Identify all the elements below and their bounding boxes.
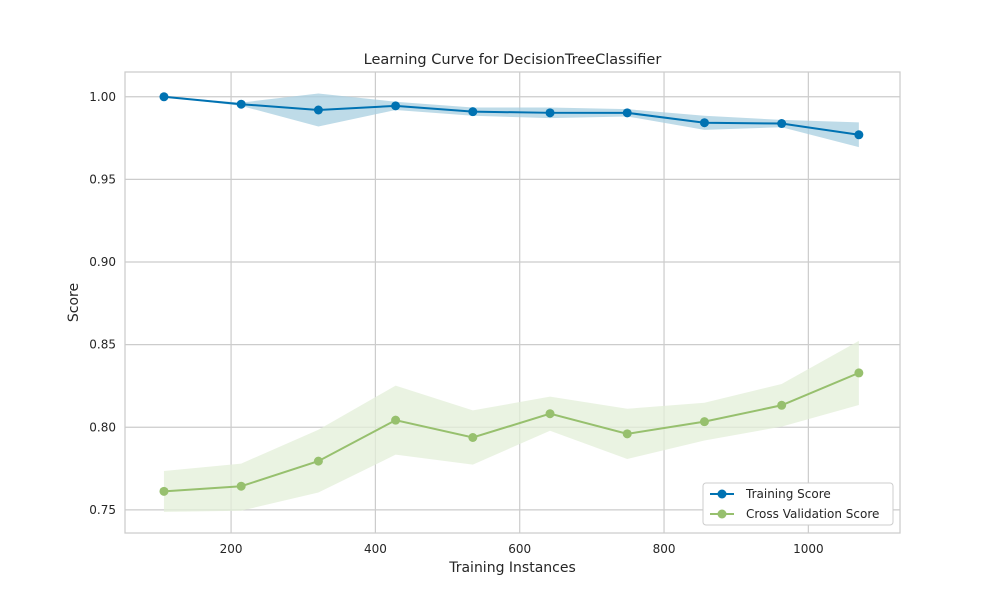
training-score-point [159, 92, 169, 102]
x-tick-label: 400 [364, 542, 387, 556]
plot-frame [124, 71, 901, 534]
y-tick-label: 0.95 [89, 172, 116, 186]
legend-cross-validation-score-marker [717, 509, 727, 519]
legend: Training Score Cross Validation Score [702, 482, 894, 526]
training-score-line [163, 95, 860, 136]
training-score-point [622, 108, 632, 118]
cross-validation-score-point [545, 409, 555, 419]
training-score-point [777, 119, 787, 129]
y-tick-label: 0.75 [89, 503, 116, 517]
training-score-point [854, 130, 864, 140]
x-tick-labels: 200 400 600 800 1000 [220, 542, 824, 556]
y-tick-labels: 0.75 0.80 0.85 0.90 0.95 1.00 [89, 90, 116, 517]
x-tick-label: 600 [508, 542, 531, 556]
series-points [159, 92, 864, 496]
cross-validation-score-point [468, 432, 478, 442]
confidence-bands [163, 93, 859, 512]
training-score-band [163, 93, 859, 148]
training-score-point [391, 101, 401, 111]
cross-validation-score-point [622, 429, 632, 439]
x-tick-label: 200 [220, 542, 243, 556]
training-score-point [236, 99, 246, 109]
cross-validation-score-point [236, 481, 246, 491]
y-tick-label: 1.00 [89, 90, 116, 104]
legend-training-score-marker [717, 489, 727, 499]
cross-validation-score-point [777, 400, 787, 410]
cross-validation-score-point [313, 456, 323, 466]
series-lines [163, 95, 860, 493]
training-score-point [699, 118, 709, 128]
grid-lines [125, 72, 900, 533]
training-score-point [545, 108, 555, 118]
training-score-point [313, 105, 323, 115]
y-tick-label: 0.80 [89, 420, 116, 434]
cross-validation-score-point [854, 368, 864, 378]
y-tick-label: 0.90 [89, 255, 116, 269]
y-axis-title: Score [66, 283, 82, 322]
x-axis-title: Training Instances [448, 560, 576, 576]
cross-validation-score-point [159, 486, 169, 496]
cross-validation-score-line [163, 371, 860, 493]
legend-training-score-label: Training Score [745, 487, 831, 501]
y-tick-label: 0.85 [89, 338, 116, 352]
x-tick-label: 1000 [793, 542, 824, 556]
chart-title: Learning Curve for DecisionTreeClassifie… [364, 52, 662, 68]
training-score-point [468, 107, 478, 117]
legend-box [702, 482, 894, 526]
cross-validation-score-point [391, 415, 401, 425]
cross-validation-score-point [699, 417, 709, 427]
legend-cross-validation-score-label: Cross Validation Score [746, 507, 879, 521]
x-tick-label: 800 [653, 542, 676, 556]
